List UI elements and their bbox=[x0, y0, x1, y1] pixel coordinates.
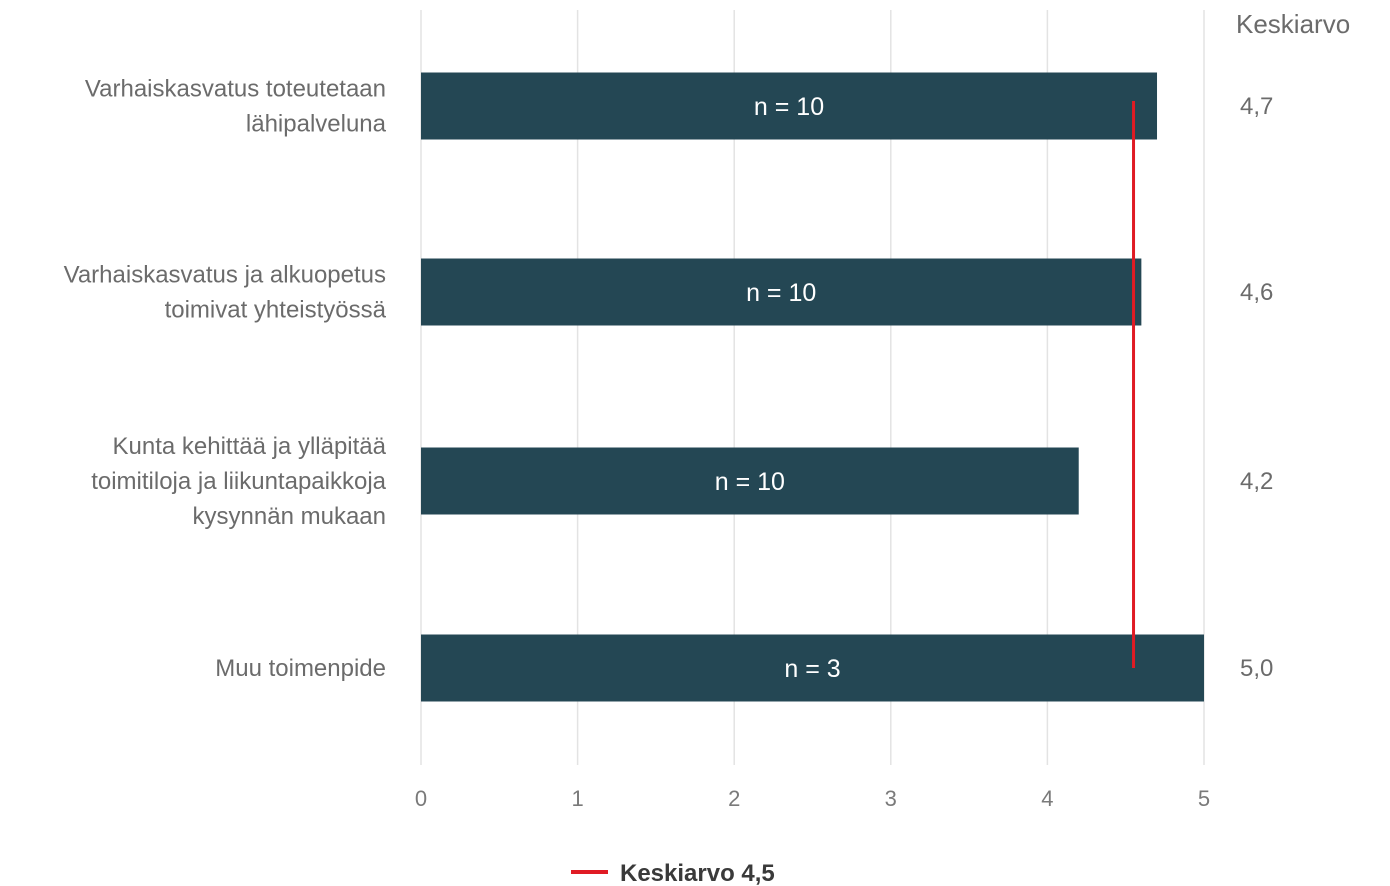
average-value-label: 4,6 bbox=[1240, 279, 1273, 306]
bar-count-label: n = 10 bbox=[746, 279, 816, 307]
category-label: Kunta kehittää ja ylläpitää toimitiloja j… bbox=[91, 433, 386, 530]
x-tick-label: 3 bbox=[885, 786, 897, 811]
legend: Keskiarvo 4,5 bbox=[571, 860, 775, 886]
x-tick-label: 2 bbox=[728, 786, 740, 811]
category-label: Varhaiskasvatus ja alkuopetus toimivat yh… bbox=[64, 262, 387, 324]
average-value-label: 4,2 bbox=[1240, 468, 1273, 495]
average-column: Keskiarvo 4,7 4,6 4,2 5,0 bbox=[1236, 9, 1350, 682]
x-tick-label: 0 bbox=[415, 786, 427, 811]
x-axis-ticks: 0 1 2 3 4 5 bbox=[415, 786, 1210, 811]
bar-count-label: n = 10 bbox=[754, 93, 824, 121]
x-tick-label: 5 bbox=[1198, 786, 1210, 811]
bar bbox=[421, 447, 1079, 515]
bar bbox=[421, 634, 1204, 702]
category-labels: Varhaiskasvatus toteutetaan lähipalveluna… bbox=[64, 76, 387, 683]
bar bbox=[421, 258, 1142, 326]
average-value-label: 5,0 bbox=[1240, 655, 1273, 682]
average-column-header: Keskiarvo bbox=[1236, 9, 1350, 39]
average-value-label: 4,7 bbox=[1240, 93, 1273, 120]
x-tick-label: 1 bbox=[571, 786, 583, 811]
bar bbox=[421, 72, 1158, 140]
x-tick-label: 4 bbox=[1041, 786, 1053, 811]
category-label: Varhaiskasvatus toteutetaan lähipalveluna bbox=[85, 76, 387, 138]
bars-layer: n = 10 n = 10 n = 10 n = 3 bbox=[421, 72, 1204, 702]
bar-count-label: n = 3 bbox=[784, 655, 840, 683]
category-label: Muu toimenpide bbox=[215, 655, 386, 682]
legend-label: Keskiarvo 4,5 bbox=[620, 860, 775, 886]
bar-count-label: n = 10 bbox=[715, 468, 785, 496]
